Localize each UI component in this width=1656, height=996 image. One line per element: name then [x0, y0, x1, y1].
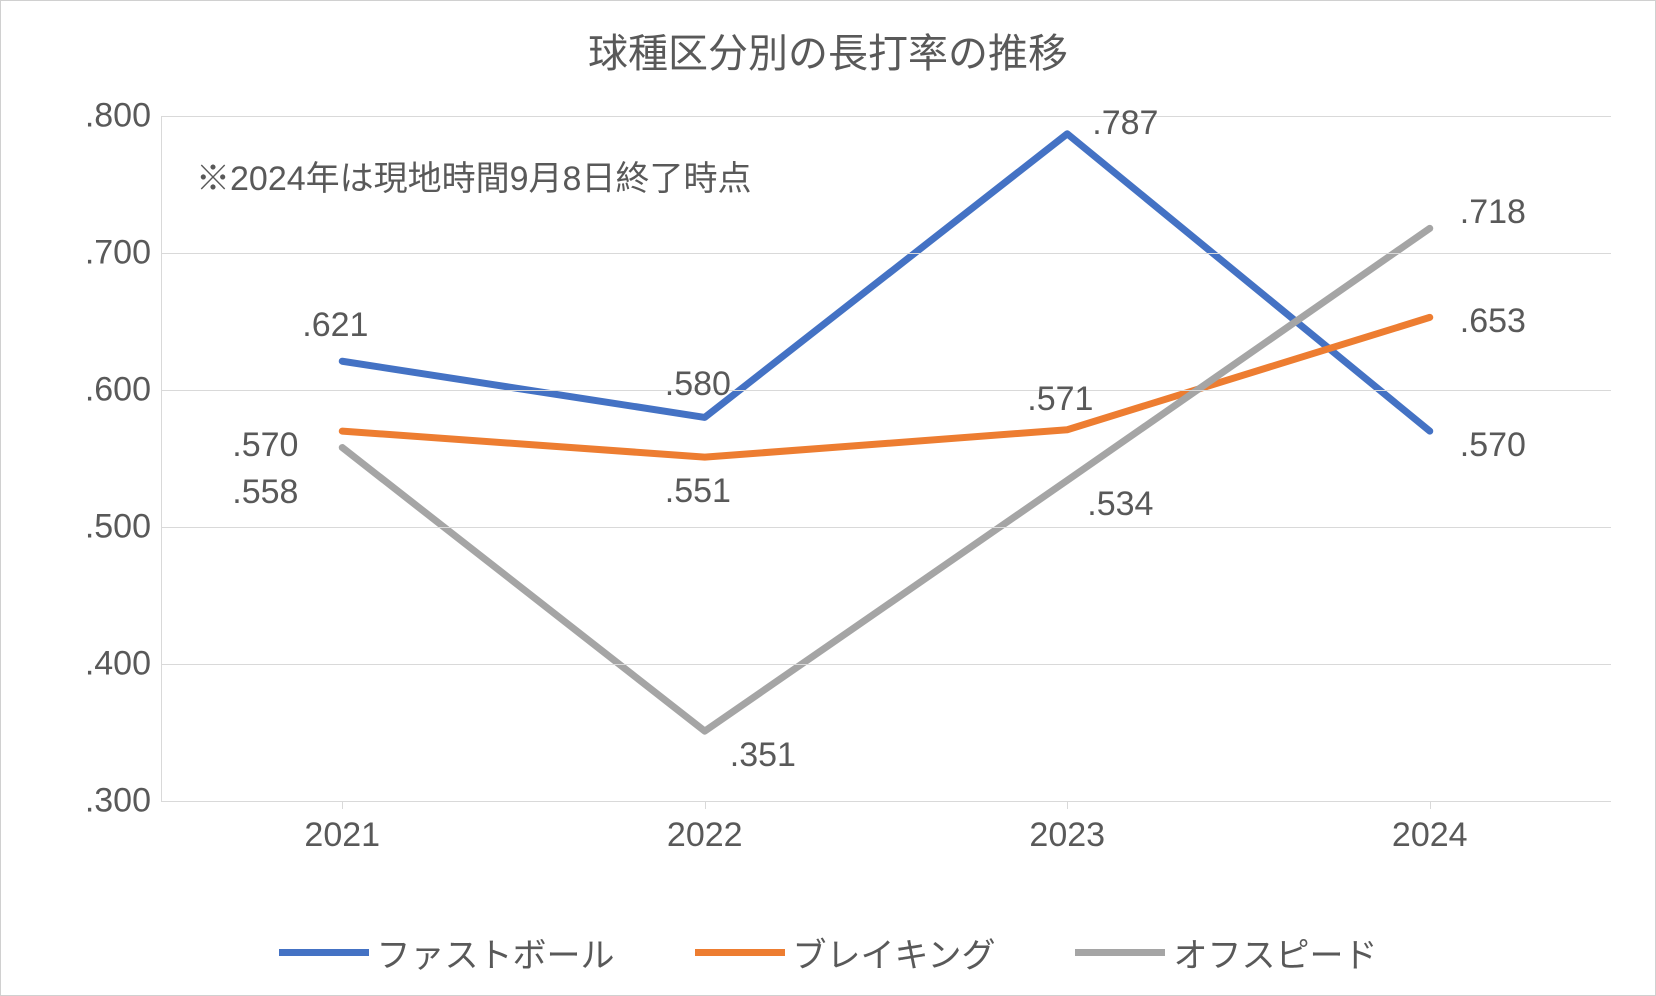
data-label: .558: [232, 473, 298, 512]
legend-swatch: [1075, 949, 1165, 956]
data-label: .787: [1092, 104, 1158, 143]
series-line: [342, 134, 1430, 431]
legend-label: ブレイキング: [793, 928, 996, 977]
legend: ファストボール ブレイキング オフスピード: [1, 928, 1655, 977]
line-svg: [161, 116, 1611, 801]
data-label: .351: [730, 736, 796, 775]
y-tick-label: .700: [61, 234, 151, 273]
data-label: .551: [665, 472, 731, 511]
legend-item-fastball: ファストボール: [279, 928, 615, 977]
chart-container: 球種区分別の長打率の推移 ※2024年は現地時間9月8日終了時点 .621.58…: [0, 0, 1656, 996]
data-label: .718: [1460, 193, 1526, 232]
y-tick-label: .600: [61, 371, 151, 410]
legend-item-offspeed: オフスピード: [1075, 928, 1377, 977]
x-tick-label: 2021: [304, 816, 380, 855]
y-tick-label: .400: [61, 645, 151, 684]
data-label: .534: [1087, 485, 1153, 524]
y-tick-label: .500: [61, 508, 151, 547]
gridline: [161, 390, 1611, 391]
x-tick-label: 2024: [1392, 816, 1468, 855]
legend-label: ファストボール: [377, 928, 615, 977]
x-tick-mark: [1067, 801, 1068, 809]
x-tick-label: 2023: [1029, 816, 1105, 855]
plot-area: .621.580.787.570.570.551.571.653.558.351…: [161, 116, 1611, 801]
legend-swatch: [279, 949, 369, 956]
gridline: [161, 664, 1611, 665]
y-tick-label: .800: [61, 97, 151, 136]
x-tick-label: 2022: [667, 816, 743, 855]
data-label: .571: [1027, 380, 1093, 419]
x-tick-mark: [705, 801, 706, 809]
data-label: .580: [665, 365, 731, 404]
chart-title: 球種区分別の長打率の推移: [1, 1, 1655, 79]
data-label: .570: [232, 426, 298, 465]
y-tick-label: .300: [61, 782, 151, 821]
legend-item-breaking: ブレイキング: [695, 928, 996, 977]
data-label: .621: [302, 306, 368, 345]
x-tick-mark: [1430, 801, 1431, 809]
gridline: [161, 801, 1611, 802]
y-axis-line: [161, 116, 162, 801]
data-label: .570: [1460, 426, 1526, 465]
series-line: [342, 228, 1430, 731]
data-label: .653: [1460, 302, 1526, 341]
legend-swatch: [695, 949, 785, 956]
gridline: [161, 116, 1611, 117]
legend-label: オフスピード: [1173, 928, 1377, 977]
x-tick-mark: [342, 801, 343, 809]
gridline: [161, 527, 1611, 528]
gridline: [161, 253, 1611, 254]
